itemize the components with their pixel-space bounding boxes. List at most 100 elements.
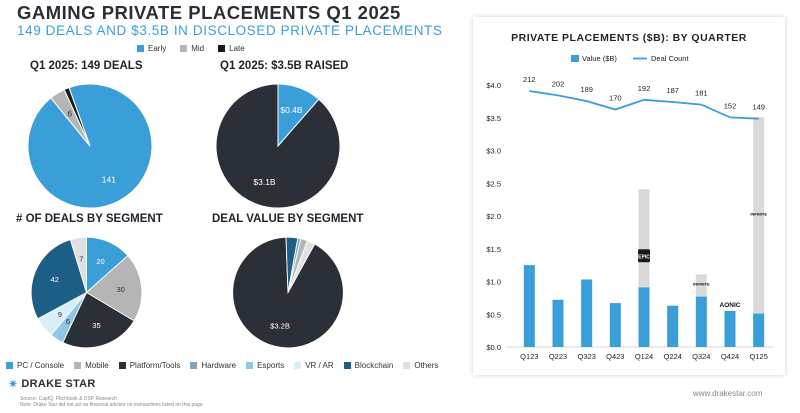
legend-swatch bbox=[218, 45, 226, 52]
y-tick-label: $2.5 bbox=[486, 179, 501, 188]
segment-legend-others: Others bbox=[403, 361, 438, 370]
pie-value-by-stage: $0.4B $3.1B bbox=[215, 83, 341, 209]
legend-label: Early bbox=[148, 44, 167, 53]
deal-count-label: 187 bbox=[666, 86, 679, 95]
pie-slice bbox=[287, 240, 316, 293]
stage-legend-early: Early bbox=[137, 44, 166, 53]
x-tick-label: Q224 bbox=[664, 352, 682, 361]
x-tick-label: Q223 bbox=[549, 352, 567, 361]
stage-legend-mid: Mid bbox=[180, 44, 204, 53]
pie-slice bbox=[62, 291, 135, 349]
deal-count-label: 189 bbox=[580, 85, 593, 94]
pie-slice bbox=[69, 236, 87, 293]
y-tick-label: $0.0 bbox=[486, 343, 501, 352]
legend-label: Hardware bbox=[201, 361, 237, 370]
page-title: GAMING PRIVATE PLACEMENTS Q1 2025 bbox=[17, 2, 401, 23]
company-annotation: AONIC bbox=[720, 302, 741, 309]
pie-slice-label: $3.1B bbox=[253, 177, 276, 187]
pie-slice bbox=[63, 87, 91, 147]
segment-legend: PC / Console Mobile Platform/Tools Hardw… bbox=[6, 361, 438, 370]
pie-slice-label: $0.4B bbox=[280, 105, 303, 115]
segment-legend-esports: Esports bbox=[246, 361, 284, 370]
legend-swatch bbox=[74, 362, 82, 369]
logo-text: DRAKE STAR bbox=[21, 378, 96, 390]
legend-label: Blockchain bbox=[354, 361, 394, 370]
legend-swatch bbox=[403, 362, 411, 369]
company-annotation: INFINITE bbox=[693, 281, 710, 286]
pie-value-by-segment: $3.2B bbox=[232, 236, 344, 349]
legend-label: Mid bbox=[191, 44, 205, 53]
stage-legend-late: Late bbox=[218, 44, 245, 53]
legend-swatch bbox=[180, 45, 188, 52]
deal-count-label: 152 bbox=[724, 101, 737, 110]
segment-legend-pc: PC / Console bbox=[6, 361, 64, 370]
x-tick-label: Q323 bbox=[578, 352, 596, 361]
source-note: Source: CapIQ, Pitchbook & DSP Research … bbox=[20, 396, 203, 408]
deal-count-label: 192 bbox=[638, 84, 651, 93]
deal-count-label: 212 bbox=[523, 75, 536, 84]
segment-legend-mobile: Mobile bbox=[74, 361, 109, 370]
pie-slice bbox=[30, 238, 88, 320]
pie-slice-label: 20 bbox=[96, 257, 104, 266]
drake-star-logo: ✷ DRAKE STAR bbox=[8, 377, 96, 391]
deal-count-label: 181 bbox=[695, 89, 708, 98]
website-link[interactable]: www.drakestar.com bbox=[693, 389, 763, 398]
bar-segment-other bbox=[638, 189, 650, 288]
quarterly-chart-panel: PRIVATE PLACEMENTS ($B): BY QUARTER $0.0… bbox=[473, 17, 785, 375]
legend-label: VR / AR bbox=[305, 361, 334, 370]
y-tick-label: $2.0 bbox=[486, 212, 501, 221]
pie-title-deals: Q1 2025: 149 DEALS bbox=[30, 60, 143, 72]
deal-count-label: 170 bbox=[609, 94, 622, 103]
bar-value bbox=[667, 305, 679, 347]
legend-swatch bbox=[137, 45, 144, 52]
legend-swatch bbox=[6, 362, 13, 369]
legend-swatch-value bbox=[571, 55, 579, 62]
pie-slice-label: 6 bbox=[67, 108, 72, 118]
deal-count-line bbox=[529, 90, 759, 120]
x-tick-label: Q123 bbox=[520, 352, 538, 361]
bar-value bbox=[523, 265, 535, 347]
y-tick-label: $4.0 bbox=[486, 81, 501, 90]
y-tick-label: $1.0 bbox=[486, 278, 501, 287]
segment-legend-platform: Platform/Tools bbox=[118, 361, 181, 370]
bar-value bbox=[753, 313, 765, 347]
legend-label: Platform/Tools bbox=[129, 361, 181, 370]
y-tick-label: $3.5 bbox=[486, 114, 501, 123]
bar-value bbox=[638, 287, 650, 347]
legend-label: Esports bbox=[257, 361, 285, 370]
x-tick-label: Q423 bbox=[606, 352, 624, 361]
legend-swatch bbox=[118, 362, 126, 369]
disclaimer-line: Note: Drake Star did not act as financia… bbox=[20, 402, 203, 408]
x-tick-label: Q124 bbox=[635, 352, 653, 361]
company-annotation: INFINITE bbox=[750, 211, 767, 216]
bar-value bbox=[609, 303, 621, 347]
bar-segment-other bbox=[695, 274, 707, 297]
pie-deals-by-segment: 20 30 35 69 42 7 bbox=[30, 236, 143, 349]
legend-label: PC / Console bbox=[17, 361, 65, 370]
legend-swatch bbox=[343, 362, 351, 369]
segment-legend-vrar: VR / AR bbox=[294, 361, 334, 370]
quarterly-bar-chart: $0.0 $0.5 $1.0 $1.5 $2.0 $2.5 $3.0 $3.5 $4.0 Q123… bbox=[486, 54, 773, 361]
legend-label-deals: Deal Count bbox=[651, 54, 689, 63]
pie-slice-label: 30 bbox=[116, 285, 124, 294]
pie-slice-label: 141 bbox=[102, 175, 116, 185]
pie-slice-label: 6 bbox=[66, 317, 70, 326]
bar-value bbox=[724, 311, 736, 347]
pie-deals-by-stage: 141 6 bbox=[27, 83, 153, 209]
bar-value bbox=[552, 299, 564, 347]
legend-label-value: Value ($B) bbox=[582, 54, 617, 63]
bar-value bbox=[581, 279, 593, 347]
pie-title-raised: Q1 2025: $3.5B RAISED bbox=[220, 60, 349, 72]
legend-swatch bbox=[246, 362, 254, 369]
y-tick-label: $3.0 bbox=[486, 147, 501, 156]
y-tick-label: $1.5 bbox=[486, 245, 501, 254]
pie-slice-label: 35 bbox=[92, 321, 100, 330]
pie-slice bbox=[215, 83, 341, 209]
pie-title-segment-deals: # OF DEALS BY SEGMENT bbox=[16, 213, 163, 225]
legend-label: Mobile bbox=[85, 361, 109, 370]
pie-slice bbox=[85, 255, 143, 322]
company-annotation: EPIC bbox=[638, 254, 650, 260]
pie-slice-label: 42 bbox=[50, 275, 58, 284]
star-icon: ✷ bbox=[8, 377, 19, 391]
company-badge bbox=[638, 249, 650, 263]
